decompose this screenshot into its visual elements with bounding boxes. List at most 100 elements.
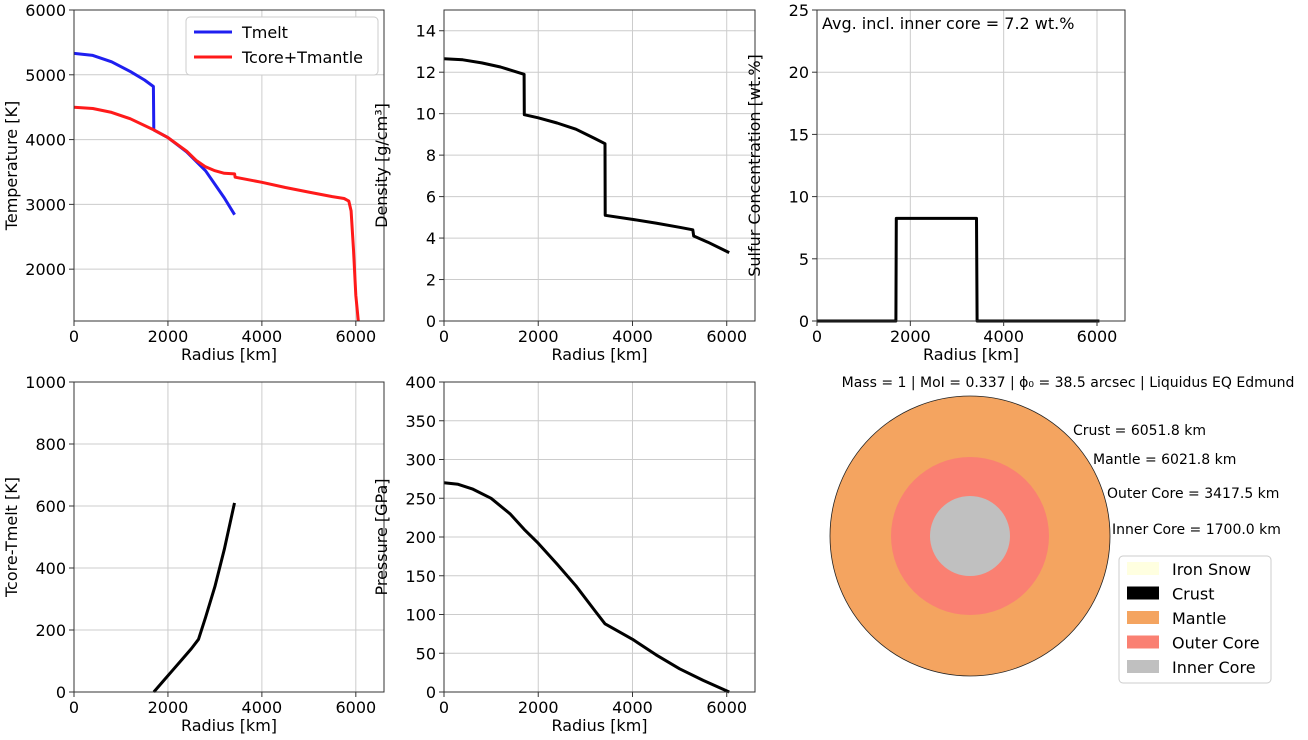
crust-radius-label: Crust = 6051.8 km (1073, 423, 1206, 439)
plot-frame (443, 9, 756, 322)
y-tick-label: 1000 (25, 373, 66, 392)
x-tick-label: 2000 (148, 327, 189, 346)
structure-legend: Iron Snow Crust Mantle Outer Core Inner Core (1118, 555, 1272, 684)
sulfur-panel: 0 2000 4000 6000 0 5 10 15 20 25 Radius [km] Sulfur… (745, 1, 1126, 364)
y-tick-label: 4 (426, 229, 436, 248)
tcore-tmelt-panel: 0 2000 4000 6000 0 200 400 600 800 1000 Radius [km… (2, 373, 385, 735)
y-tick-label: 6000 (25, 1, 66, 20)
mantle-radius-label: Mantle = 6021.8 km (1093, 452, 1236, 468)
structure-legend-swatch (1127, 562, 1159, 575)
y-tick-label: 250 (405, 489, 436, 508)
y-tick-label: 0 (56, 683, 66, 702)
y-tick-label: 14 (416, 22, 436, 41)
y-tick-label: 25 (789, 1, 809, 20)
x-tick-label: 4000 (612, 698, 653, 717)
structure-panel: Mass = 1 | MoI = 0.337 | ϕ₀ = 38.5 arcse… (829, 375, 1295, 684)
y-tick-label: 0 (426, 312, 436, 331)
x-tick-label: 4000 (242, 327, 283, 346)
x-tick-label: 2000 (890, 327, 931, 346)
y-tick-label: 300 (405, 451, 436, 470)
x-tick-label: 0 (439, 327, 449, 346)
inner-core-radius-label: Inner Core = 1700.0 km (1112, 522, 1281, 538)
plot-frame (73, 9, 385, 322)
y-tick-label: 5 (799, 250, 809, 269)
structure-legend-label: Crust (1172, 585, 1215, 604)
y-tick-label: 200 (35, 621, 66, 640)
x-tick-label: 2000 (518, 327, 559, 346)
y-tick-label: 350 (405, 412, 436, 431)
y-axis-label: Pressure [GPa] (372, 478, 391, 595)
structure-legend-label: Iron Snow (1172, 560, 1251, 579)
temperature-legend: Tmelt Tcore+Tmantle (185, 16, 379, 76)
structure-legend-swatch (1127, 635, 1159, 649)
inner-core-disk (930, 496, 1010, 576)
y-tick-label: 200 (405, 528, 436, 547)
legend-frame (185, 16, 379, 76)
x-tick-label: 6000 (335, 327, 376, 346)
y-tick-label: 3000 (25, 195, 66, 214)
y-tick-label: 600 (35, 497, 66, 516)
y-tick-label: 4000 (25, 131, 66, 150)
x-tick-label: 4000 (242, 698, 283, 717)
x-tick-label: 0 (439, 698, 449, 717)
x-tick-label: 6000 (706, 327, 747, 346)
structure-legend-swatch (1127, 611, 1159, 624)
structure-legend-swatch (1127, 586, 1159, 600)
temperature-panel: 0 2000 4000 6000 2000 3000 4000 5000 6000 Radius … (2, 1, 385, 364)
x-tick-label: 0 (69, 327, 79, 346)
y-axis-label: Tcore-Tmelt [K] (2, 477, 21, 598)
y-tick-label: 20 (789, 63, 809, 82)
structure-legend-swatch (1127, 660, 1159, 673)
y-tick-label: 400 (35, 559, 66, 578)
series-line (152, 502, 236, 693)
y-axis-label: Density [g/cm³] (372, 103, 391, 228)
legend-label: Tcore+Tmantle (241, 48, 363, 67)
x-axis-label: Radius [km] (923, 345, 1019, 364)
x-axis-label: Radius [km] (551, 716, 647, 735)
y-tick-label: 400 (405, 373, 436, 392)
y-axis-label: Temperature [K] (2, 101, 21, 231)
x-tick-label: 6000 (335, 698, 376, 717)
y-axis-label: Sulfur Concentration [wt.%] (745, 54, 764, 277)
y-tick-label: 8 (426, 146, 436, 165)
y-tick-label: 10 (789, 188, 809, 207)
y-tick-label: 50 (416, 644, 436, 663)
y-tick-label: 2 (426, 271, 436, 290)
plot-frame (73, 381, 385, 693)
density-panel: 0 2000 4000 6000 0 2 4 6 8 10 12 14 Radius [km] Densi… (372, 9, 756, 364)
series-line (443, 481, 730, 694)
y-tick-label: 6 (426, 188, 436, 207)
legend-label: Tmelt (241, 23, 288, 42)
x-axis-label: Radius [km] (551, 345, 647, 364)
y-tick-label: 12 (416, 63, 436, 82)
series-line (73, 105, 360, 322)
x-tick-label: 2000 (148, 698, 189, 717)
x-tick-label: 6000 (706, 698, 747, 717)
x-tick-label: 0 (812, 327, 822, 346)
series-line (817, 216, 1100, 323)
y-tick-label: 150 (405, 567, 436, 586)
y-tick-label: 2000 (25, 260, 66, 279)
x-axis-label: Radius [km] (181, 345, 277, 364)
structure-legend-label: Mantle (1172, 609, 1226, 628)
y-tick-label: 5000 (25, 66, 66, 85)
x-tick-label: 0 (69, 698, 79, 717)
y-tick-label: 800 (35, 435, 66, 454)
y-tick-label: 0 (799, 312, 809, 331)
x-axis-label: Radius [km] (181, 716, 277, 735)
y-tick-label: 10 (416, 105, 436, 124)
x-tick-label: 4000 (612, 327, 653, 346)
plot-frame (816, 9, 1126, 322)
x-tick-label: 2000 (518, 698, 559, 717)
structure-legend-label: Inner Core (1172, 658, 1256, 677)
series-line (443, 57, 730, 254)
sulfur-average-annotation: Avg. incl. inner core = 7.2 wt.% (822, 14, 1074, 33)
x-tick-label: 6000 (1077, 327, 1118, 346)
structure-title: Mass = 1 | MoI = 0.337 | ϕ₀ = 38.5 arcse… (842, 375, 1295, 391)
y-tick-label: 0 (426, 683, 436, 702)
outer-core-radius-label: Outer Core = 3417.5 km (1107, 486, 1279, 502)
pressure-panel: 0 2000 4000 6000 0 50 100 150 200 250 300 350 400 Rad… (372, 373, 756, 735)
y-tick-label: 100 (405, 606, 436, 625)
series-line (73, 51, 236, 216)
